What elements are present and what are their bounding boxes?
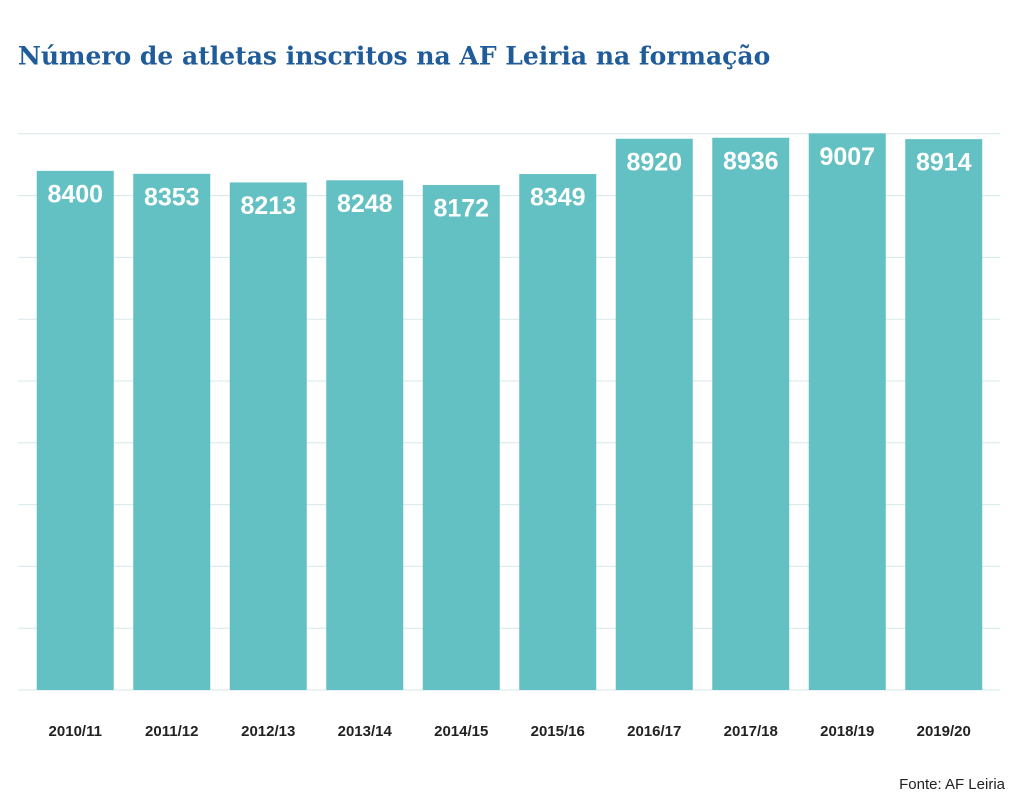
bar <box>808 133 886 690</box>
value-label: 8400 <box>47 180 103 208</box>
x-tick-label: 2016/17 <box>627 723 681 740</box>
x-tick-label: 2018/19 <box>820 723 874 740</box>
value-label: 8914 <box>916 149 972 177</box>
x-tick-label: 2011/12 <box>145 723 198 740</box>
chart-title: Número de atletas inscritos na AF Leiria… <box>18 42 770 71</box>
bar <box>615 138 693 690</box>
bar <box>422 184 500 690</box>
value-label: 8349 <box>530 184 586 212</box>
x-tick-label: 2010/11 <box>49 723 102 740</box>
value-label: 8172 <box>433 195 489 223</box>
bar <box>712 137 790 691</box>
source: Fonte: AF Leiria <box>899 776 1006 793</box>
x-tick-label: 2013/14 <box>338 723 393 740</box>
x-tick-label: 2014/15 <box>434 723 488 740</box>
value-label: 9007 <box>819 143 875 171</box>
bar <box>326 180 404 690</box>
x-tick-label: 2012/13 <box>241 723 295 740</box>
x-tick-label: 2017/18 <box>724 723 778 740</box>
bar <box>229 182 307 691</box>
value-label: 8920 <box>626 148 682 176</box>
x-tick-label: 2015/16 <box>531 723 585 740</box>
bar <box>133 173 211 690</box>
bar <box>905 139 983 690</box>
value-label: 8213 <box>240 192 296 220</box>
bar <box>519 174 597 690</box>
value-label: 8353 <box>144 183 200 211</box>
x-tick-label: 2019/20 <box>917 723 971 740</box>
value-label: 8936 <box>723 147 779 175</box>
bar <box>36 170 114 690</box>
value-label: 8248 <box>337 190 393 218</box>
